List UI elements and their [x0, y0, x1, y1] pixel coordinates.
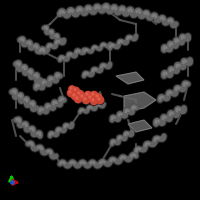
Circle shape: [85, 92, 92, 99]
Circle shape: [78, 92, 80, 94]
Circle shape: [88, 95, 95, 102]
Circle shape: [94, 93, 102, 101]
Circle shape: [90, 97, 98, 105]
Circle shape: [81, 95, 83, 97]
Circle shape: [97, 97, 104, 104]
Circle shape: [84, 91, 92, 99]
Circle shape: [70, 87, 72, 89]
Circle shape: [74, 88, 76, 90]
Circle shape: [80, 94, 87, 101]
Polygon shape: [128, 120, 152, 132]
Circle shape: [95, 94, 102, 101]
Circle shape: [91, 92, 98, 99]
Circle shape: [69, 91, 71, 93]
Circle shape: [73, 87, 79, 94]
Circle shape: [84, 98, 86, 100]
Circle shape: [74, 95, 82, 103]
Circle shape: [75, 96, 82, 103]
Circle shape: [73, 94, 75, 96]
Circle shape: [76, 97, 78, 99]
Circle shape: [67, 89, 75, 97]
Circle shape: [92, 93, 94, 95]
Circle shape: [96, 95, 98, 97]
Circle shape: [71, 92, 79, 100]
Circle shape: [69, 86, 76, 93]
Circle shape: [90, 91, 98, 99]
Circle shape: [68, 90, 75, 97]
Circle shape: [96, 96, 104, 104]
Circle shape: [83, 97, 90, 104]
Circle shape: [92, 99, 94, 101]
Circle shape: [77, 91, 84, 98]
Circle shape: [73, 88, 80, 94]
Circle shape: [82, 96, 90, 104]
Circle shape: [87, 94, 95, 102]
Polygon shape: [124, 92, 156, 112]
Circle shape: [89, 96, 91, 98]
Circle shape: [69, 86, 75, 92]
Circle shape: [98, 98, 100, 100]
Circle shape: [76, 90, 84, 98]
Circle shape: [91, 98, 98, 105]
Circle shape: [79, 93, 87, 101]
Polygon shape: [116, 72, 144, 84]
Circle shape: [86, 93, 88, 95]
Circle shape: [72, 93, 79, 100]
